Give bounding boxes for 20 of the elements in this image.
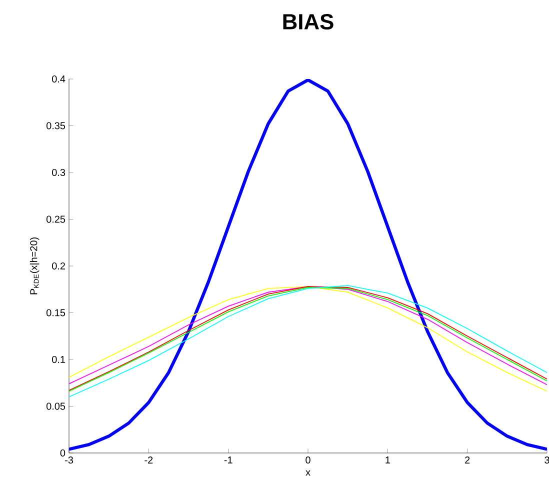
y-tick-label: 0.2: [52, 262, 65, 270]
y-tick-label: 0.1: [52, 356, 66, 364]
x-tick-label: -3: [65, 456, 74, 464]
y-tick-label: 0: [60, 449, 66, 457]
x-tick-label: -2: [144, 456, 153, 464]
x-axis-title: x: [306, 470, 310, 476]
y-tick-label: 0.4: [52, 75, 66, 83]
chart-title: BIAS: [283, 14, 334, 30]
y-tick-label: 0.15: [46, 309, 66, 316]
y-tick-label: 0.25: [46, 216, 66, 223]
y-tick-label: 0.35: [46, 122, 66, 130]
x-tick-label: 1: [386, 456, 390, 464]
y-tick-label: 0.3: [52, 168, 66, 176]
y-axis-title: P$_{KDE}$(x|h=20): [30, 238, 40, 294]
y-tick-label: 0.05: [46, 402, 66, 410]
x-tick-label: 0: [306, 456, 310, 464]
x-tick-label: 3: [544, 456, 549, 464]
x-tick-label: -1: [224, 456, 232, 464]
line-series: [69, 78, 548, 451]
x-tick-label: 2: [465, 456, 470, 464]
